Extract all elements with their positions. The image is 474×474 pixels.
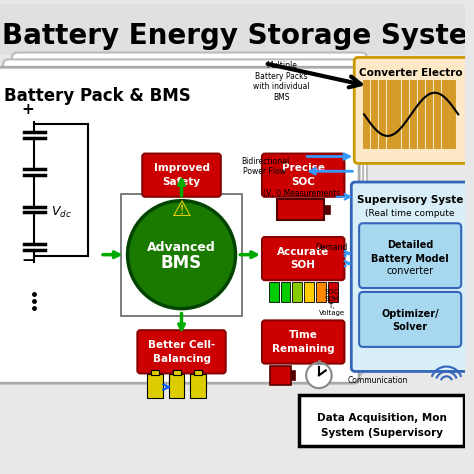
- Text: BMS: BMS: [161, 255, 202, 273]
- Text: ttery Pack & BMS: ttery Pack & BMS: [13, 78, 149, 92]
- FancyBboxPatch shape: [359, 292, 461, 347]
- Bar: [304, 282, 314, 302]
- Text: SOC
SOH
T,
Voltage: SOC SOH T, Voltage: [319, 289, 345, 316]
- Text: Advanced: Advanced: [147, 241, 216, 254]
- FancyBboxPatch shape: [262, 320, 345, 364]
- Text: SOH: SOH: [291, 260, 316, 271]
- Text: Bidirectional
Power Flow: Bidirectional Power Flow: [241, 156, 289, 176]
- Text: +: +: [21, 102, 34, 118]
- Bar: [281, 282, 291, 302]
- Bar: [299, 395, 464, 446]
- FancyBboxPatch shape: [3, 59, 363, 375]
- Text: (V, I) Measurements: (V, I) Measurements: [263, 189, 340, 198]
- Text: Multiple
Battery Packs
with individual
BMS: Multiple Battery Packs with individual B…: [253, 61, 310, 101]
- Bar: [328, 282, 337, 302]
- Text: Time: Time: [289, 330, 318, 340]
- Bar: [316, 282, 326, 302]
- Bar: [191, 374, 206, 398]
- FancyBboxPatch shape: [0, 67, 359, 383]
- FancyBboxPatch shape: [354, 57, 468, 164]
- Text: Accurate: Accurate: [277, 247, 329, 257]
- Bar: [269, 282, 279, 302]
- FancyBboxPatch shape: [262, 154, 345, 197]
- Text: Optimizer/: Optimizer/: [382, 309, 439, 319]
- FancyBboxPatch shape: [262, 237, 345, 280]
- Bar: [194, 371, 202, 375]
- Text: ⚠: ⚠: [172, 200, 191, 219]
- Text: −: −: [21, 254, 34, 268]
- Bar: [292, 371, 295, 380]
- FancyBboxPatch shape: [12, 53, 367, 368]
- Bar: [292, 282, 302, 302]
- Text: Detailed: Detailed: [387, 240, 433, 250]
- Text: Battery Energy Storage Syste: Battery Energy Storage Syste: [2, 22, 467, 50]
- Bar: [169, 374, 184, 398]
- Text: $V_{dc}$: $V_{dc}$: [51, 204, 72, 219]
- Text: converter: converter: [387, 266, 434, 276]
- Bar: [151, 371, 159, 375]
- Text: Improved: Improved: [154, 164, 210, 173]
- Text: ery Pack & BMS: ery Pack & BMS: [22, 71, 145, 85]
- Text: System (Supervisory: System (Supervisory: [321, 428, 443, 438]
- Text: Precise: Precise: [282, 164, 325, 173]
- Text: (Real time compute: (Real time compute: [365, 209, 455, 218]
- Bar: [173, 371, 181, 375]
- Bar: [324, 205, 330, 214]
- Text: Balancing: Balancing: [153, 354, 210, 364]
- Bar: [0, 4, 465, 55]
- FancyBboxPatch shape: [359, 223, 461, 288]
- Bar: [147, 374, 163, 398]
- Text: Safety: Safety: [163, 177, 201, 187]
- FancyBboxPatch shape: [142, 154, 221, 197]
- Circle shape: [306, 363, 332, 388]
- Text: Communication: Communication: [347, 376, 408, 385]
- Text: Battery Pack & BMS: Battery Pack & BMS: [4, 87, 191, 105]
- Bar: [121, 194, 242, 316]
- FancyBboxPatch shape: [137, 330, 226, 374]
- Text: Solver: Solver: [392, 322, 428, 332]
- Text: Converter Electro: Converter Electro: [359, 68, 463, 78]
- Text: Supervisory Syste: Supervisory Syste: [357, 195, 464, 205]
- Bar: [270, 365, 292, 385]
- Text: SOC: SOC: [291, 177, 315, 187]
- Text: Remaining: Remaining: [272, 344, 335, 354]
- Text: Demand: Demand: [316, 243, 348, 252]
- Circle shape: [128, 201, 236, 309]
- Text: Data Acquisition, Mon: Data Acquisition, Mon: [317, 412, 447, 422]
- Bar: [277, 199, 324, 220]
- Text: Battery Model: Battery Model: [371, 254, 449, 264]
- Text: Better Cell-: Better Cell-: [148, 340, 215, 350]
- FancyBboxPatch shape: [351, 182, 469, 372]
